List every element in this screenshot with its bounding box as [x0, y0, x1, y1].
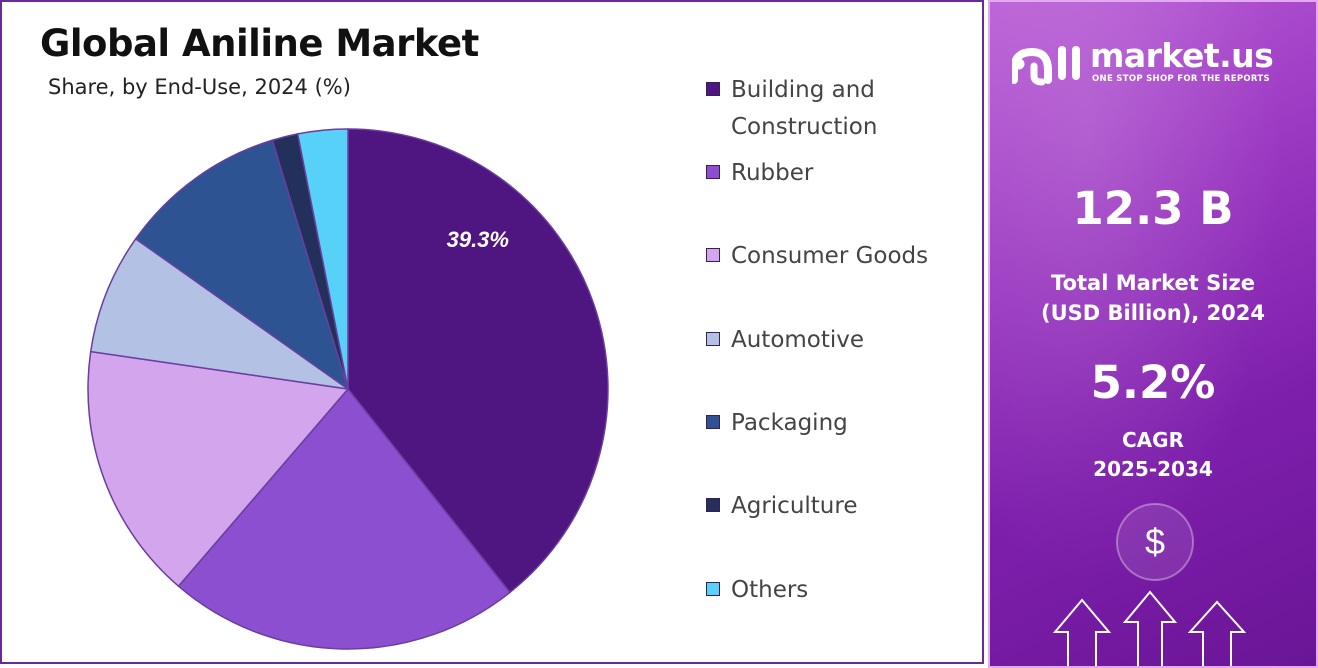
background-sheen	[990, 2, 1316, 666]
brand-name: market.us	[1090, 36, 1274, 75]
legend-swatch	[706, 82, 720, 96]
pie-slice-rubber	[177, 387, 511, 650]
pie-slice-automotive	[89, 237, 349, 390]
legend-swatch	[706, 248, 720, 262]
up-arrow-icon	[1052, 590, 1247, 666]
pie-chart: 39.3%	[87, 128, 609, 650]
legend-swatch	[706, 165, 720, 179]
market-size-value: 12.3 B	[1072, 182, 1234, 235]
brand: market.us ONE STOP SHOP FOR THE REPORTS	[1012, 36, 1302, 90]
pie-slice-consumer-goods	[87, 350, 350, 588]
chart-panel: 39.3% Global Aniline Market Share, by En…	[0, 0, 984, 664]
data-label: 39.3%	[447, 227, 509, 252]
pie-slice-others	[296, 128, 349, 390]
info-panel: market.us ONE STOP SHOP FOR THE REPORTS …	[988, 0, 1318, 668]
legend-swatch	[706, 582, 720, 596]
legend-label: Others	[731, 577, 809, 603]
market-size-label-line1: Total Market Size	[1051, 271, 1255, 295]
pie-slice-building-and-construction	[347, 128, 609, 594]
legend-swatch	[706, 415, 720, 429]
legend-swatch	[706, 498, 720, 512]
brand-tagline: ONE STOP SHOP FOR THE REPORTS	[1092, 74, 1270, 84]
legend-swatch	[706, 332, 720, 346]
market-us-logo-icon	[1012, 46, 1080, 86]
cagr-label: CAGR	[1122, 428, 1184, 452]
dollar-symbol: $	[1145, 521, 1165, 562]
pie-slice-packaging	[134, 139, 350, 391]
growth-decoration: $	[1052, 503, 1247, 666]
cagr-value: 5.2%	[1090, 356, 1216, 409]
market-size-label-line2: (USD Billion), 2024	[1040, 301, 1266, 325]
dollar-coin-icon: $	[1116, 503, 1194, 581]
chart-title: Global Aniline Market	[40, 22, 479, 65]
legend-label: Rubber	[731, 160, 814, 186]
legend-label: Consumer Goods	[731, 243, 929, 269]
legend-label: Building and Construction	[731, 77, 878, 140]
chart-subtitle: Share, by End-Use, 2024 (%)	[48, 75, 351, 99]
legend-label: Packaging	[731, 410, 848, 436]
legend-label: Automotive	[731, 327, 865, 353]
legend-label: Agriculture	[731, 493, 858, 519]
cagr-period: 2025-2034	[1093, 457, 1213, 481]
